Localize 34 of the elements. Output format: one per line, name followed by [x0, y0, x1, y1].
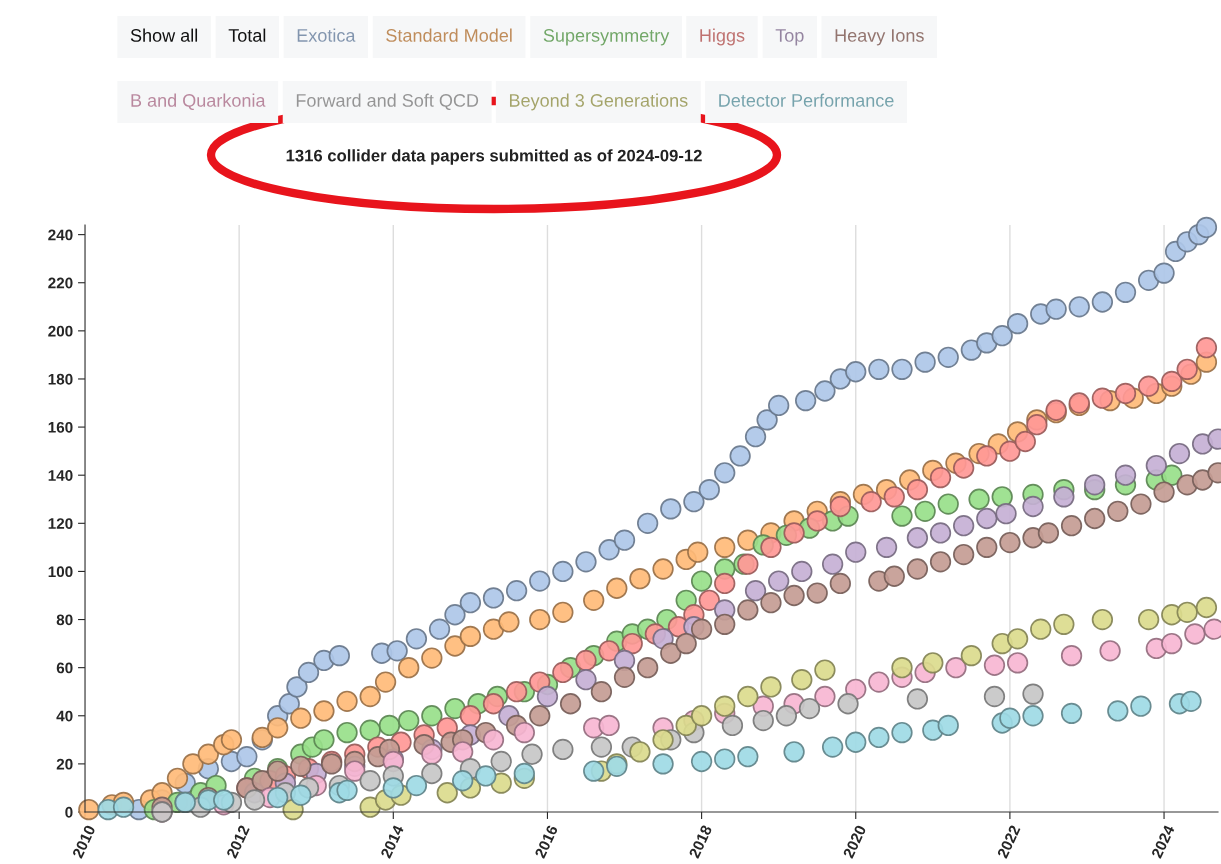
text: Top: [775, 29, 804, 46]
y-tick-label: 80: [56, 614, 73, 626]
x-tick-label: 2012: [226, 824, 250, 859]
x-tick-label: 2018: [688, 824, 713, 859]
text: Higgs: [700, 28, 745, 46]
x-tick-label: 2016: [534, 824, 559, 859]
y-tick-label: 60: [56, 662, 73, 674]
text: B and Quarkonia: [131, 93, 266, 111]
y-tick-label: 180: [48, 373, 73, 385]
y-tick-label: 220: [48, 277, 73, 289]
y-tick-label: 240: [48, 229, 73, 241]
y-tick-label: 40: [56, 710, 73, 722]
text: Forward and Soft QCD: [296, 93, 479, 111]
text: Detector Performance: [719, 93, 894, 107]
x-tick-label: 2020: [842, 824, 867, 859]
y-tick-label: 140: [48, 470, 73, 481]
text: Total: [228, 28, 266, 42]
x-tick-label: 2022: [996, 824, 1021, 859]
y-tick-label: 20: [56, 758, 73, 770]
x-tick-label: 2014: [380, 824, 405, 859]
text: Standard Model: [386, 28, 512, 42]
text: Beyond 3 Generations: [509, 93, 688, 111]
y-tick-label: 0: [65, 806, 73, 818]
y-tick-label: 120: [48, 518, 73, 529]
y-tick-label: 200: [48, 325, 73, 337]
chart-title: 1316 collider data papers submitted as of 2024-09-12: [286, 149, 702, 165]
y-tick-label: 100: [48, 566, 73, 578]
text: Heavy Ions: [835, 29, 924, 46]
y-tick-label: 160: [48, 421, 73, 433]
x-tick-label: 2010: [71, 824, 96, 859]
x-tick-label: 2024: [1151, 824, 1175, 859]
text: Supersymmetry: [543, 29, 670, 46]
text: Exotica: [297, 28, 356, 42]
text: Show all: [130, 28, 198, 42]
